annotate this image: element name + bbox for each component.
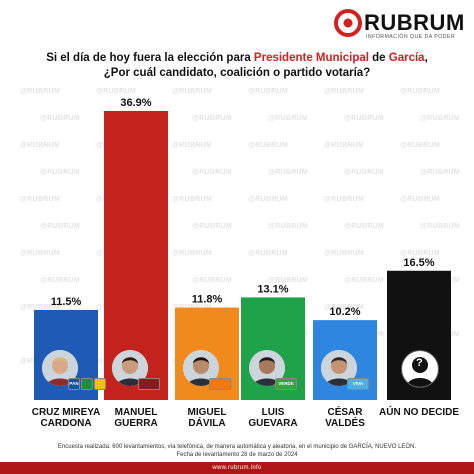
- party-logos: PAN: [68, 378, 107, 390]
- website-link[interactable]: www.rubrum.info: [212, 465, 262, 471]
- brand-name: RUBRUM: [364, 10, 465, 35]
- candidate-name-valdes: CÉSAR VALDÉS: [305, 407, 385, 429]
- viva-icon: VIVA: [347, 378, 369, 390]
- bar-value-label: 16.5%: [403, 257, 434, 269]
- candidate-name-guevara: LUIS GUEVARA: [233, 407, 313, 429]
- question-line2: ¿Por cuál candidato, coalición o partido…: [103, 67, 371, 79]
- prd-icon: [94, 378, 106, 390]
- footer-url-bar: www.rubrum.info: [0, 462, 474, 474]
- candidate-name-line1: CÉSAR: [327, 407, 363, 418]
- candidate-name-line2: DÁVILA: [188, 418, 226, 429]
- party-logos: [209, 378, 231, 390]
- methodology-line1: Encuesta realizada: 600 levantamientos, …: [57, 444, 417, 450]
- party-logos: VERDE: [275, 378, 297, 390]
- bar-value-label: 36.9%: [120, 97, 151, 109]
- candidate-names: CRUZ MIREYA CARDONA MANUEL GUERRA MIGUEL…: [0, 407, 474, 437]
- bar-value-label: 11.8%: [192, 294, 223, 306]
- party-logos: [138, 378, 160, 390]
- candidate-name-line2: GUEVARA: [248, 418, 298, 429]
- question-line1-start: Si el día de hoy fuera la elección para: [46, 52, 254, 64]
- movimiento-ciudadano-icon: [209, 378, 231, 390]
- survey-question: Si el día de hoy fuera la elección para …: [8, 51, 466, 81]
- candidate-name-line2: VALDÉS: [325, 418, 365, 429]
- bar-value-label: 11.5%: [51, 296, 82, 308]
- question-highlight-city: García: [388, 52, 425, 64]
- question-line1-mid: de: [368, 52, 389, 64]
- candidate-name-undecided: AÚN NO DECIDE: [379, 407, 459, 418]
- bar-value-label: 13.1%: [257, 283, 288, 295]
- candidate-photo: [42, 350, 78, 386]
- rubrum-logo: RUBRUM INFORMACIÓN QUE DA PODER: [334, 9, 464, 43]
- rubrum-logo-icon: [334, 9, 362, 37]
- candidate-name-line2: GUERRA: [114, 418, 158, 429]
- question-mark-icon: ?: [416, 357, 423, 369]
- pan-icon: PAN: [68, 378, 80, 390]
- bar-value-label: 10.2%: [329, 306, 360, 318]
- candidate-name-line1: CRUZ MIREYA: [31, 407, 101, 418]
- pvem-icon: VERDE: [275, 378, 297, 390]
- undecided-silhouette-icon: ?: [401, 350, 439, 388]
- candidate-name-davila: MIGUEL DÁVILA: [167, 407, 247, 429]
- survey-methodology-note: Encuesta realizada: 600 levantamientos, …: [6, 443, 468, 459]
- candidate-name-line1: AÚN NO DECIDE: [379, 407, 460, 418]
- methodology-line2: Fecha de levantamento 28 de marzo de 202…: [176, 452, 298, 458]
- candidate-name-line1: LUIS: [261, 407, 285, 418]
- candidate-name-guerra: MANUEL GUERRA: [96, 407, 176, 429]
- candidate-photo: [183, 350, 219, 386]
- candidate-name-line1: MANUEL: [114, 407, 158, 418]
- candidate-name-line1: MIGUEL: [187, 407, 227, 418]
- question-highlight-office: Presidente Municipal: [253, 52, 369, 64]
- pri-icon: [81, 378, 93, 390]
- candidate-name-cardona: CRUZ MIREYA CARDONA: [26, 407, 106, 429]
- brand-tagline: INFORMACIÓN QUE DA PODER: [366, 34, 456, 40]
- party-logos: VIVA: [347, 378, 369, 390]
- question-line1-end: ,: [424, 52, 428, 64]
- morena-icon: [138, 378, 160, 390]
- candidate-name-line2: CARDONA: [40, 418, 92, 429]
